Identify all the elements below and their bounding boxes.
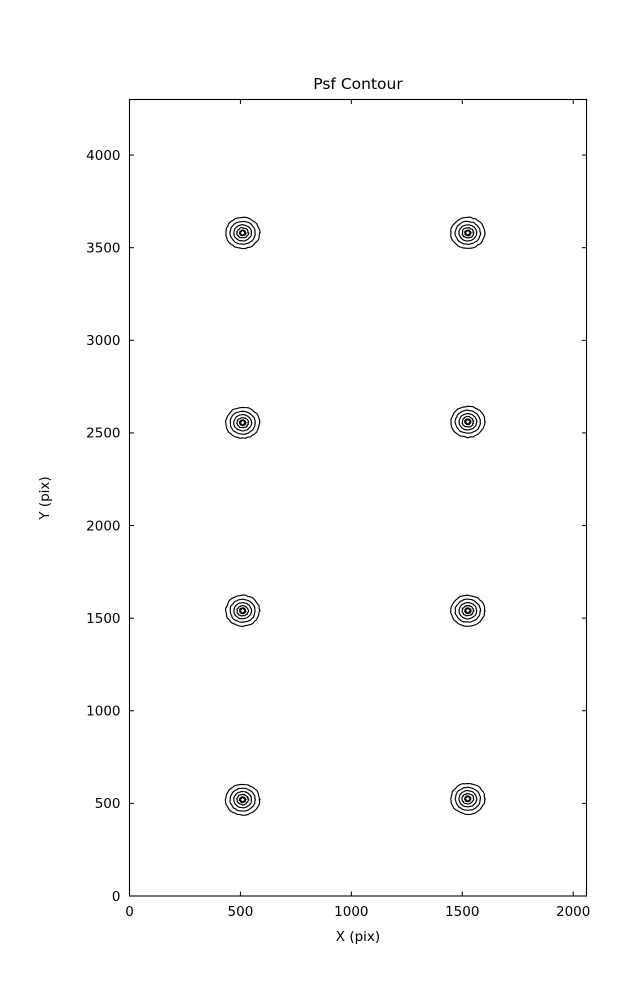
contour-core-peak xyxy=(464,795,472,803)
contour-level-3 xyxy=(235,226,250,239)
contour-core-peak xyxy=(239,796,247,804)
y-tick-label: 3500 xyxy=(86,240,120,256)
contour-level-3 xyxy=(461,792,475,805)
x-axis-tick-labels: 0 500 1000 1500 2000 xyxy=(125,904,590,920)
contour-sources xyxy=(224,216,486,816)
contour-core-peak xyxy=(464,607,472,615)
contour-level-3 xyxy=(236,417,250,429)
contour-level-3 xyxy=(236,793,251,806)
contour-source xyxy=(225,594,261,628)
contour-level-3 xyxy=(461,227,475,239)
contour-level-2 xyxy=(458,602,478,620)
x-tick-label: 1500 xyxy=(445,904,479,920)
contour-level-0 xyxy=(450,782,486,816)
contour-level-0 xyxy=(225,594,261,628)
contour-core-peak xyxy=(239,419,247,427)
contour-level-0 xyxy=(450,405,486,439)
contour-core-peak xyxy=(239,229,247,237)
x-tick-label: 1000 xyxy=(334,904,368,920)
contour-source xyxy=(450,405,486,439)
contour-level-2 xyxy=(233,224,253,242)
contour-level-1 xyxy=(454,409,482,434)
contour-level-3 xyxy=(461,605,475,617)
contour-source xyxy=(450,782,486,816)
contour-core-peak xyxy=(239,607,247,615)
contour-level-0 xyxy=(225,216,261,250)
contour-source xyxy=(450,594,486,627)
contour-level-1 xyxy=(229,787,257,812)
contour-level-3 xyxy=(236,604,250,617)
y-axis-ticks xyxy=(129,154,587,897)
contour-level-2 xyxy=(233,413,253,432)
x-tick-label: 500 xyxy=(228,904,254,920)
contour-level-1 xyxy=(229,410,256,435)
x-axis-ticks xyxy=(129,99,574,896)
x-tick-label: 0 xyxy=(125,904,134,920)
contour-level-1 xyxy=(454,786,482,811)
contour-source xyxy=(450,216,486,249)
contour-level-0 xyxy=(224,783,261,816)
contour-source xyxy=(224,783,261,816)
page-title: Psf Contour xyxy=(313,75,403,93)
contour-level-1 xyxy=(229,220,256,245)
contour-level-2 xyxy=(233,602,253,620)
contour-level-0 xyxy=(450,594,486,627)
contour-level-2 xyxy=(458,413,478,431)
contour-level-0 xyxy=(450,216,486,249)
contour-level-2 xyxy=(233,790,252,809)
contour-level-2 xyxy=(458,224,478,242)
contour-level-0 xyxy=(225,406,261,440)
contour-core-peak xyxy=(464,229,472,237)
x-axis-label: X (pix) xyxy=(336,929,380,945)
y-tick-label: 2500 xyxy=(86,426,120,442)
y-tick-label: 3000 xyxy=(86,333,120,349)
y-tick-label: 2000 xyxy=(86,518,120,534)
y-tick-label: 0 xyxy=(112,889,121,905)
y-axis-label: Y (pix) xyxy=(37,476,53,520)
y-tick-label: 1000 xyxy=(86,704,120,720)
y-tick-label: 1500 xyxy=(86,611,120,627)
x-tick-label: 2000 xyxy=(556,904,590,920)
y-tick-label: 4000 xyxy=(86,148,120,164)
axes-frame xyxy=(128,98,588,897)
contour-level-1 xyxy=(229,598,256,623)
contour-core-peak xyxy=(464,418,472,426)
contour-level-3 xyxy=(461,415,475,428)
contour-source xyxy=(225,216,261,250)
contour-source xyxy=(225,406,261,440)
contour-level-1 xyxy=(454,220,482,245)
contour-level-1 xyxy=(454,598,482,623)
y-tick-label: 500 xyxy=(95,796,121,812)
contour-level-2 xyxy=(458,789,478,808)
y-axis-tick-labels: 0 500 1000 1500 2000 2500 3000 3500 4000 xyxy=(86,148,120,905)
